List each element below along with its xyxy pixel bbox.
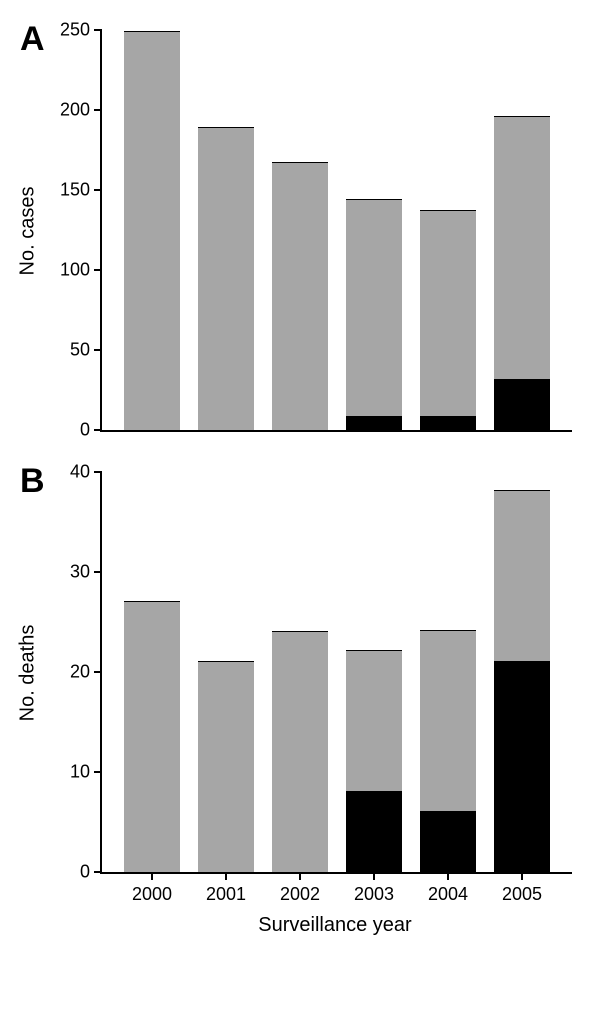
x-axis-label: Surveillance year [100,914,570,937]
y-tick-label: 30 [70,562,102,583]
bar [198,661,254,872]
bar [494,116,550,430]
bar [494,490,550,872]
bar [198,127,254,430]
bar-segment-primary [346,650,402,791]
y-tick-label: 100 [60,260,102,281]
y-tick-label: 0 [80,420,102,441]
x-tick-label: 2002 [280,872,320,905]
x-tick-label: 2005 [502,872,542,905]
bar-segment-primary [346,199,402,416]
y-tick-label: 20 [70,662,102,683]
y-tick-label: 250 [60,20,102,41]
bar [420,210,476,430]
bar-segment-secondary [346,791,402,872]
bar-segment-secondary [420,416,476,430]
y-tick-label: 50 [70,340,102,361]
bar-segment-secondary [346,416,402,430]
bar-segment-primary [124,31,180,430]
x-tick-label: 2000 [132,872,172,905]
bar-segment-primary [494,490,550,661]
bar-segment-secondary [420,811,476,872]
bar [124,31,180,430]
bar-segment-primary [124,601,180,872]
bar-segment-primary [198,127,254,430]
y-axis-label: No. cases [17,187,40,276]
x-tick-label: 2004 [428,872,468,905]
bar-segment-primary [272,631,328,872]
y-tick-label: 10 [70,762,102,783]
x-tick-label: 2003 [354,872,394,905]
bar-segment-primary [420,210,476,416]
bar-segment-primary [198,661,254,872]
y-axis-label: No. deaths [17,625,40,722]
y-tick-label: 150 [60,180,102,201]
y-tick-label: 40 [70,462,102,483]
panel-label: B [20,462,45,501]
bar [420,630,476,872]
bar [272,162,328,430]
bar [346,199,402,430]
y-tick-label: 200 [60,100,102,121]
bar [346,650,402,872]
panel-label: A [20,20,45,59]
bar-segment-primary [494,116,550,379]
bar-segment-secondary [494,379,550,430]
bar-segment-primary [420,630,476,811]
y-tick-label: 0 [80,862,102,883]
x-tick-label: 2001 [206,872,246,905]
bar [272,631,328,872]
bar-segment-secondary [494,661,550,872]
bar-segment-primary [272,162,328,430]
bar [124,601,180,872]
plot-area: 010203040200020012002200320042005 [100,472,572,874]
plot-area: 050100150200250 [100,30,572,432]
